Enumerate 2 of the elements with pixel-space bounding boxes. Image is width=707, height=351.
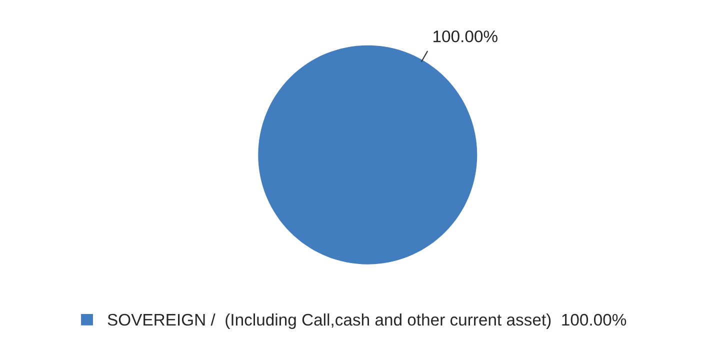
data-label: 100.00% xyxy=(434,30,498,42)
legend-label: SOVEREIGN / (Including Call,cash and other current asset) 100.00% xyxy=(108,313,626,329)
